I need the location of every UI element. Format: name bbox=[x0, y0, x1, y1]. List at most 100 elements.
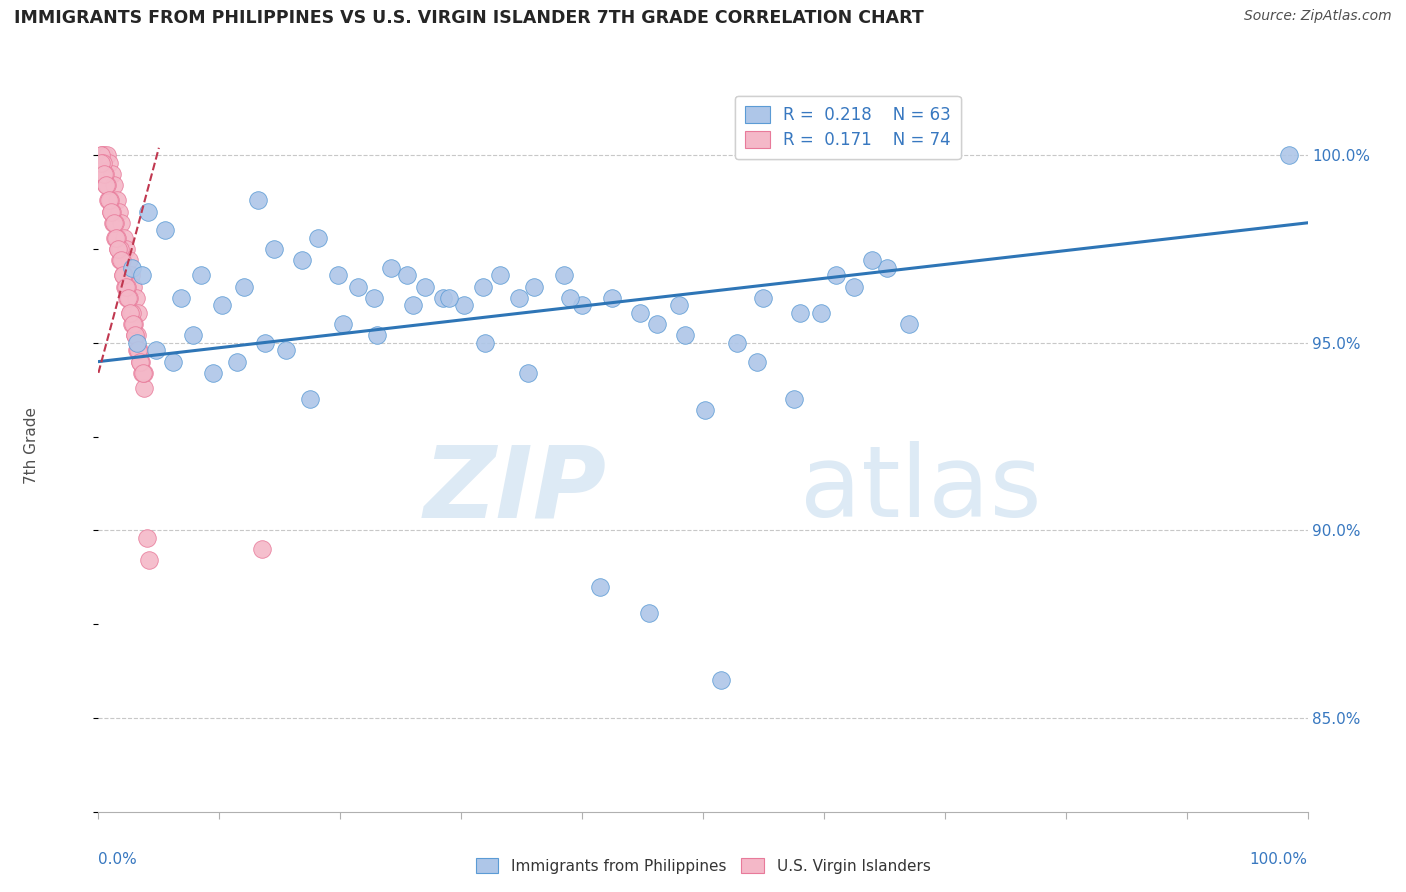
Point bbox=[110, 216, 132, 230]
Point bbox=[127, 306, 149, 320]
Point bbox=[162, 354, 184, 368]
Point bbox=[308, 231, 330, 245]
Point bbox=[628, 306, 651, 320]
Point bbox=[112, 231, 135, 245]
Point bbox=[94, 167, 117, 181]
Point bbox=[129, 354, 152, 368]
Point bbox=[725, 335, 748, 350]
Point bbox=[100, 204, 122, 219]
Point bbox=[110, 253, 132, 268]
Point bbox=[138, 553, 160, 567]
Point bbox=[810, 306, 832, 320]
Point bbox=[104, 216, 127, 230]
Text: 100.0%: 100.0% bbox=[1250, 852, 1308, 867]
Point bbox=[122, 279, 145, 293]
Point bbox=[101, 216, 124, 230]
Point bbox=[104, 231, 127, 245]
Point bbox=[402, 298, 425, 312]
Point bbox=[202, 366, 225, 380]
Point bbox=[91, 156, 114, 170]
Point bbox=[107, 242, 129, 256]
Point bbox=[115, 279, 138, 293]
Point bbox=[121, 306, 143, 320]
Point bbox=[844, 279, 866, 293]
Point bbox=[274, 343, 297, 358]
Point bbox=[860, 253, 883, 268]
Point bbox=[93, 148, 115, 162]
Point bbox=[395, 268, 418, 283]
Point bbox=[190, 268, 212, 283]
Point bbox=[108, 253, 131, 268]
Point bbox=[105, 231, 128, 245]
Point bbox=[94, 178, 117, 193]
Point bbox=[571, 298, 593, 312]
Point bbox=[516, 366, 538, 380]
Point bbox=[115, 242, 138, 256]
Point bbox=[876, 260, 898, 275]
Text: IMMIGRANTS FROM PHILIPPINES VS U.S. VIRGIN ISLANDER 7TH GRADE CORRELATION CHART: IMMIGRANTS FROM PHILIPPINES VS U.S. VIRG… bbox=[14, 9, 924, 27]
Point bbox=[97, 194, 120, 208]
Point bbox=[136, 204, 159, 219]
Point bbox=[127, 343, 149, 358]
Point bbox=[131, 366, 153, 380]
Point bbox=[107, 242, 129, 256]
Point bbox=[127, 343, 149, 358]
Point bbox=[710, 673, 733, 688]
Point bbox=[112, 268, 135, 283]
Point bbox=[120, 268, 142, 283]
Point bbox=[127, 335, 149, 350]
Point bbox=[558, 291, 581, 305]
Point bbox=[326, 268, 349, 283]
Point bbox=[553, 268, 575, 283]
Point bbox=[1278, 148, 1301, 162]
Text: 0.0%: 0.0% bbox=[98, 852, 138, 867]
Point bbox=[181, 328, 204, 343]
Point bbox=[131, 366, 153, 380]
Point bbox=[131, 354, 153, 368]
Point bbox=[299, 392, 322, 406]
Point bbox=[103, 178, 125, 193]
Text: atlas: atlas bbox=[800, 442, 1042, 539]
Point bbox=[103, 216, 125, 230]
Point bbox=[432, 291, 454, 305]
Point bbox=[108, 242, 131, 256]
Point bbox=[153, 223, 176, 237]
Point bbox=[263, 242, 285, 256]
Point bbox=[112, 268, 135, 283]
Point bbox=[366, 328, 388, 343]
Point bbox=[91, 148, 114, 162]
Point bbox=[673, 328, 696, 343]
Point bbox=[114, 279, 136, 293]
Point bbox=[380, 260, 402, 275]
Point bbox=[602, 291, 624, 305]
Point bbox=[489, 268, 512, 283]
Point bbox=[897, 317, 920, 331]
Point bbox=[93, 167, 115, 181]
Point bbox=[695, 403, 717, 417]
Point bbox=[96, 178, 118, 193]
Point bbox=[668, 298, 690, 312]
Point bbox=[413, 279, 436, 293]
Point bbox=[211, 298, 233, 312]
Point bbox=[747, 354, 769, 368]
Point bbox=[108, 204, 131, 219]
Point bbox=[347, 279, 370, 293]
Point bbox=[111, 253, 134, 268]
Point bbox=[90, 148, 112, 162]
Point bbox=[124, 328, 146, 343]
Text: Source: ZipAtlas.com: Source: ZipAtlas.com bbox=[1244, 9, 1392, 23]
Point bbox=[232, 279, 254, 293]
Point bbox=[118, 291, 141, 305]
Point bbox=[135, 531, 157, 545]
Point bbox=[96, 178, 118, 193]
Point bbox=[122, 317, 145, 331]
Point bbox=[589, 580, 612, 594]
Point bbox=[453, 298, 475, 312]
Legend: Immigrants from Philippines, U.S. Virgin Islanders: Immigrants from Philippines, U.S. Virgin… bbox=[470, 852, 936, 880]
Point bbox=[100, 204, 122, 219]
Point bbox=[117, 291, 139, 305]
Point bbox=[121, 260, 143, 275]
Point bbox=[825, 268, 848, 283]
Point bbox=[117, 291, 139, 305]
Point bbox=[114, 279, 136, 293]
